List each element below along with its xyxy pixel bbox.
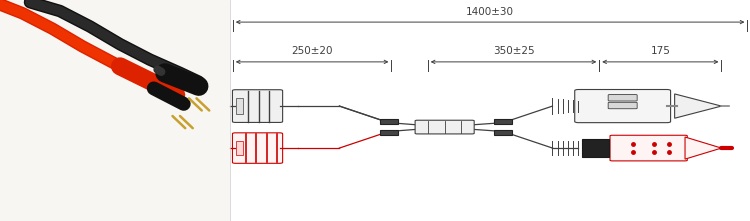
FancyBboxPatch shape: [415, 120, 474, 134]
FancyBboxPatch shape: [608, 95, 638, 101]
FancyBboxPatch shape: [232, 90, 283, 122]
FancyBboxPatch shape: [0, 0, 230, 221]
FancyBboxPatch shape: [494, 130, 512, 135]
Polygon shape: [685, 137, 722, 159]
FancyBboxPatch shape: [236, 141, 243, 155]
FancyBboxPatch shape: [610, 135, 687, 161]
FancyBboxPatch shape: [494, 119, 512, 124]
FancyBboxPatch shape: [574, 90, 670, 123]
Text: 250±20: 250±20: [291, 46, 333, 56]
Polygon shape: [675, 94, 722, 118]
Text: 350±25: 350±25: [493, 46, 534, 56]
FancyBboxPatch shape: [608, 102, 638, 109]
FancyBboxPatch shape: [236, 98, 243, 114]
FancyBboxPatch shape: [380, 130, 398, 135]
FancyBboxPatch shape: [232, 133, 283, 163]
FancyBboxPatch shape: [0, 0, 230, 221]
FancyBboxPatch shape: [380, 119, 398, 124]
Text: 1400±30: 1400±30: [466, 7, 514, 17]
FancyBboxPatch shape: [582, 139, 608, 157]
Text: 175: 175: [650, 46, 670, 56]
